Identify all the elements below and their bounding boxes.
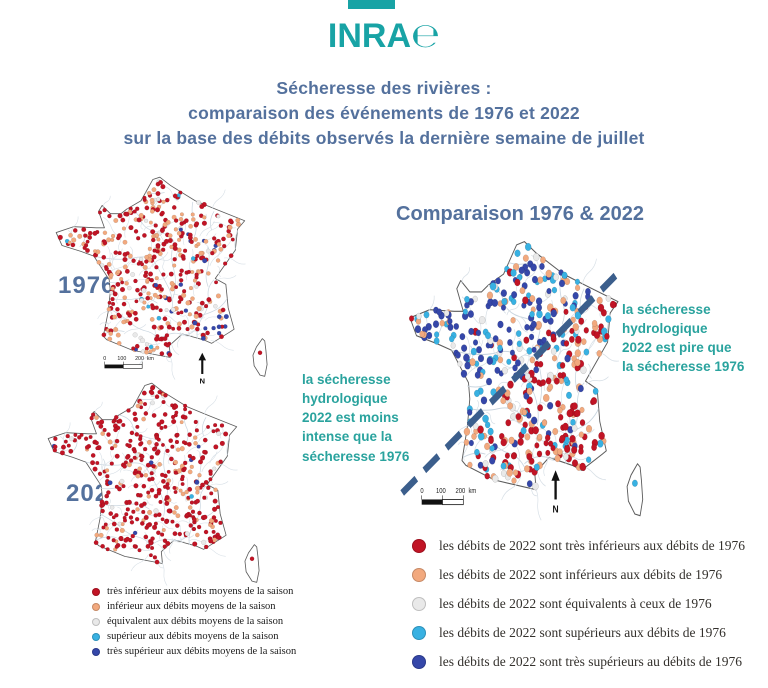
dot-darkblue-dot-icon	[92, 647, 100, 656]
legend-large-label: les débits de 2022 sont équivalents à ce…	[439, 596, 712, 611]
svg-text:0: 0	[103, 356, 106, 362]
dot-red-dot-icon	[412, 539, 426, 553]
title-line-2: comparaison des événements de 1976 et 20…	[188, 103, 580, 123]
legend-small-item-1: inférieur aux débits moyens de la saison	[92, 601, 296, 612]
annotation-right: la sécheresse hydrologique 2022 est pire…	[622, 302, 745, 375]
legend-large-label: les débits de 2022 sont inférieurs aux d…	[439, 567, 723, 582]
legend-small-item-2: équivalent aux débits moyens de la saiso…	[92, 616, 296, 627]
dot-darkblue-dot-icon	[412, 655, 426, 669]
inrae-logo-text: INRA	[327, 17, 412, 55]
comparison-title: Comparaison 1976 & 2022	[396, 203, 644, 225]
legend-large-label: les débits de 2022 sont très inférieurs …	[439, 538, 745, 553]
svg-text:200: 200	[135, 356, 144, 362]
svg-text:km: km	[147, 356, 155, 362]
title-line-1: Sécheresse des rivières :	[276, 78, 492, 98]
legend-small: très inférieur aux débits moyens de la s…	[92, 586, 296, 657]
map-1976: 0 100 200 km N	[55, 176, 268, 385]
legend-small-label: supérieur aux débits moyens de la saison	[107, 631, 279, 642]
inrae-logo: INRA℮	[0, 16, 768, 56]
legend-small-label: très supérieur aux débits moyens de la s…	[107, 646, 297, 657]
legend-small-label: équivalent aux débits moyens de la saiso…	[107, 616, 284, 627]
legend-large-item-2: les débits de 2022 sont équivalents à ce…	[412, 596, 745, 612]
legend-small-label: inférieur aux débits moyens de la saison	[107, 601, 276, 612]
inrae-logo-e-glyph: ℮	[411, 16, 441, 56]
dot-gray-dot-icon	[92, 617, 100, 626]
dot-lightblue-dot-icon	[92, 632, 100, 641]
map-1976-label: 1976	[58, 272, 116, 299]
annotation-left: la sécheresse hydrologique 2022 est moin…	[302, 372, 410, 464]
legend-large-label: les débits de 2022 sont supérieurs aux d…	[439, 625, 726, 640]
map-2022	[47, 382, 260, 586]
legend-large-label: les débits de 2022 sont très supérieurs …	[439, 654, 742, 669]
dot-orange-dot-icon	[412, 568, 426, 582]
legend-small-item-3: supérieur aux débits moyens de la saison	[92, 631, 296, 642]
svg-text:100: 100	[117, 356, 126, 362]
legend-large-item-0: les débits de 2022 sont très inférieurs …	[412, 538, 745, 554]
map-comparison: 0 100 200 km N	[400, 241, 644, 521]
svg-text:N: N	[553, 504, 559, 516]
dot-lightblue-dot-icon	[412, 626, 426, 640]
svg-text:200: 200	[456, 487, 466, 495]
dot-orange-dot-icon	[92, 602, 100, 611]
dot-red-dot-icon	[92, 587, 100, 596]
legend-large-item-3: les débits de 2022 sont supérieurs aux d…	[412, 625, 745, 641]
legend-small-label: très inférieur aux débits moyens de la s…	[107, 586, 294, 597]
title-line-3: sur la base des débits observés la derni…	[123, 128, 645, 148]
svg-text:km: km	[469, 487, 477, 495]
svg-text:N: N	[200, 376, 206, 385]
legend-large: les débits de 2022 sont très inférieurs …	[412, 538, 745, 670]
legend-large-item-4: les débits de 2022 sont très supérieurs …	[412, 654, 745, 670]
legend-small-item-4: très supérieur aux débits moyens de la s…	[92, 646, 296, 657]
legend-small-item-0: très inférieur aux débits moyens de la s…	[92, 586, 296, 597]
svg-text:0: 0	[420, 487, 424, 495]
page-title: Sécheresse des rivières : comparaison de…	[0, 76, 768, 151]
legend-large-item-1: les débits de 2022 sont inférieurs aux d…	[412, 567, 745, 583]
dot-gray-dot-icon	[412, 597, 426, 611]
svg-text:100: 100	[436, 487, 446, 495]
top-accent-bar	[348, 0, 395, 9]
